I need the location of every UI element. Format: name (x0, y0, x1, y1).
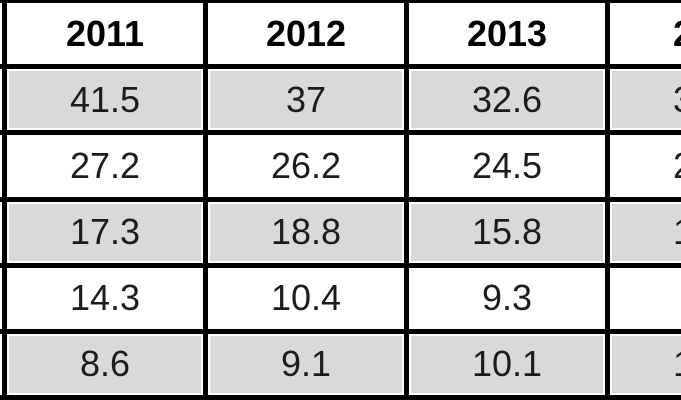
year-header-cell-clipped: 2 (610, 3, 681, 65)
year-header-cell-2012: 2012 (208, 3, 404, 65)
value-cell-clipped: 2 (610, 135, 681, 197)
value-cell: 10.1 (409, 333, 605, 395)
value-cell: 17.3 (7, 201, 203, 263)
value-cell-clipped: 3 (610, 69, 681, 131)
value-cell: 32.6 (409, 69, 605, 131)
value-cell: 26.2 (208, 135, 404, 197)
year-header-cell-2013: 2013 (409, 3, 605, 65)
row-label-cell (0, 333, 2, 395)
value-cell: 14.3 (7, 267, 203, 329)
value-cell: 41.5 (7, 69, 203, 131)
value-cell-clipped (610, 267, 681, 329)
value-cell-clipped: 1 (610, 333, 681, 395)
row-label-cell (0, 201, 2, 263)
value-cell: 24.5 (409, 135, 605, 197)
value-cell: 37 (208, 69, 404, 131)
value-cell: 15.8 (409, 201, 605, 263)
value-cell: 8.6 (7, 333, 203, 395)
year-header-cell-2011: 2011 (7, 3, 203, 65)
value-cell: 18.8 (208, 201, 404, 263)
row-label-cell (0, 135, 2, 197)
row-label-cell (0, 267, 2, 329)
value-cell: 10.4 (208, 267, 404, 329)
value-cell-clipped: 1 (610, 201, 681, 263)
value-cell: 9.1 (208, 333, 404, 395)
row-label-cell (0, 69, 2, 131)
value-cell: 27.2 (7, 135, 203, 197)
row-label-header-cell (0, 3, 2, 65)
value-cell: 9.3 (409, 267, 605, 329)
